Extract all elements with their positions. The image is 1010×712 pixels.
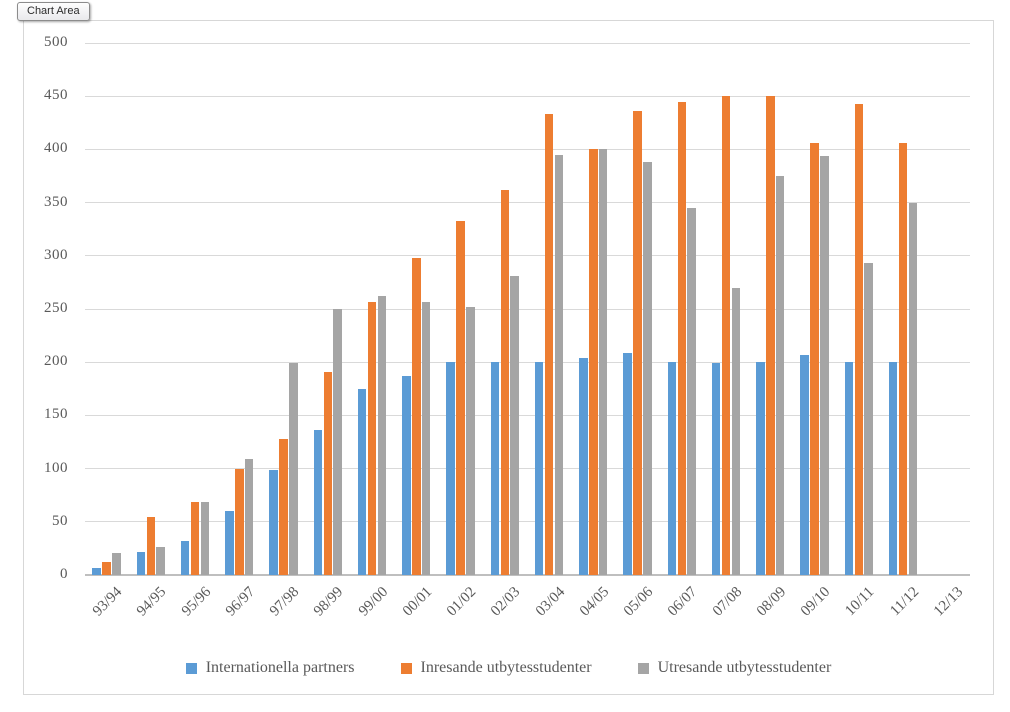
legend-marker-icon — [400, 662, 412, 674]
bar-inresande-utbytesstudenter-06-07[interactable] — [677, 101, 687, 575]
gridline — [85, 42, 970, 44]
y-tick-label: 350 — [44, 193, 68, 210]
y-tick-label: 250 — [44, 300, 68, 316]
bar-internationella-partners-93-94[interactable] — [92, 567, 101, 575]
bar-internationella-partners-06-07[interactable] — [667, 362, 677, 575]
gridline — [85, 148, 970, 150]
bar-utresande-utbytesstudenter-98-99[interactable] — [333, 309, 342, 575]
legend-label: Inresande utbytesstudenter — [420, 659, 592, 676]
legend[interactable]: Internationella partners Inresande utbyte… — [23, 659, 994, 677]
legend-item-internationella-partners[interactable]: Internationella partners — [185, 659, 355, 677]
bar-inresande-utbytesstudenter-10-11[interactable] — [854, 103, 864, 575]
bar-utresande-utbytesstudenter-96-97[interactable] — [244, 459, 254, 575]
bar-inresande-utbytesstudenter-05-06[interactable] — [633, 111, 642, 575]
bar-internationella-partners-98-99[interactable] — [313, 430, 323, 575]
gridline — [85, 255, 970, 257]
y-tick-label: 300 — [44, 246, 68, 263]
legend-item-inresande-utbytesstudenter[interactable]: Inresande utbytesstudenter — [400, 659, 592, 677]
bar-utresande-utbytesstudenter-97-98[interactable] — [289, 363, 298, 575]
bar-internationella-partners-02-03[interactable] — [490, 362, 500, 575]
bar-internationella-partners-00-01[interactable] — [402, 376, 411, 575]
bar-utresande-utbytesstudenter-00-01[interactable] — [421, 301, 431, 575]
legend-label: Internationella partners — [205, 659, 355, 676]
bar-inresande-utbytesstudenter-01-02[interactable] — [456, 220, 465, 575]
bar-inresande-utbytesstudenter-02-03[interactable] — [500, 189, 510, 575]
bar-internationella-partners-08-09[interactable] — [756, 362, 765, 575]
bar-internationella-partners-97-98[interactable] — [269, 469, 278, 575]
bar-internationella-partners-94-95[interactable] — [136, 551, 146, 575]
bar-utresande-utbytesstudenter-08-09[interactable] — [775, 176, 785, 575]
bar-internationella-partners-03-04[interactable] — [534, 362, 544, 575]
bar-utresande-utbytesstudenter-93-94[interactable] — [112, 552, 121, 575]
bar-utresande-utbytesstudenter-09-10[interactable] — [820, 155, 829, 575]
bar-inresande-utbytesstudenter-09-10[interactable] — [810, 143, 819, 575]
bar-internationella-partners-09-10[interactable] — [800, 354, 809, 575]
bar-utresande-utbytesstudenter-02-03[interactable] — [510, 276, 519, 575]
bar-internationella-partners-10-11[interactable] — [844, 362, 854, 575]
bar-utresande-utbytesstudenter-01-02[interactable] — [466, 306, 475, 575]
bar-utresande-utbytesstudenter-05-06[interactable] — [643, 162, 652, 575]
gridline — [85, 521, 970, 523]
bar-inresande-utbytesstudenter-07-08[interactable] — [721, 96, 731, 575]
y-tick-label: 500 — [44, 34, 68, 50]
bar-utresande-utbytesstudenter-03-04[interactable] — [554, 154, 564, 575]
y-tick-label: 200 — [44, 353, 68, 370]
bar-utresande-utbytesstudenter-10-11[interactable] — [864, 263, 873, 575]
bar-internationella-partners-07-08[interactable] — [711, 363, 721, 575]
bar-internationella-partners-01-02[interactable] — [446, 362, 455, 575]
legend-marker-icon — [185, 662, 197, 674]
bar-utresande-utbytesstudenter-11-12[interactable] — [908, 202, 918, 575]
bar-inresande-utbytesstudenter-04-05[interactable] — [589, 149, 598, 575]
bar-inresande-utbytesstudenter-96-97[interactable] — [235, 468, 244, 575]
legend-label: Utresande utbytesstudenter — [657, 659, 832, 676]
bar-inresande-utbytesstudenter-03-04[interactable] — [544, 114, 554, 575]
bar-internationella-partners-95-96[interactable] — [180, 541, 190, 575]
bar-utresande-utbytesstudenter-94-95[interactable] — [156, 547, 165, 575]
y-tick-label: 150 — [44, 406, 68, 423]
bar-internationella-partners-04-05[interactable] — [579, 357, 588, 575]
y-tick-label: 400 — [44, 140, 68, 157]
bar-inresande-utbytesstudenter-94-95[interactable] — [146, 516, 156, 575]
gridline — [85, 308, 970, 310]
legend-item-utresande-utbytesstudenter[interactable]: Utresande utbytesstudenter — [637, 659, 832, 677]
chart-area-tooltip: Chart Area — [17, 2, 90, 21]
bar-inresande-utbytesstudenter-08-09[interactable] — [766, 96, 775, 575]
x-axis-line — [85, 574, 970, 576]
y-tick-label: 0 — [60, 566, 68, 582]
gridline — [85, 468, 970, 470]
y-tick-label: 100 — [44, 459, 68, 476]
bar-internationella-partners-99-00[interactable] — [357, 388, 367, 575]
bar-inresande-utbytesstudenter-00-01[interactable] — [412, 257, 421, 575]
gridline — [85, 361, 970, 363]
y-tick-label: 450 — [44, 87, 68, 104]
gridline — [85, 414, 970, 416]
gridline — [85, 95, 970, 97]
bar-inresande-utbytesstudenter-98-99[interactable] — [323, 371, 333, 575]
bar-internationella-partners-11-12[interactable] — [888, 362, 898, 575]
bar-utresande-utbytesstudenter-99-00[interactable] — [377, 296, 387, 575]
legend-marker-icon — [637, 662, 649, 674]
bar-inresande-utbytesstudenter-97-98[interactable] — [279, 438, 288, 575]
bar-inresande-utbytesstudenter-11-12[interactable] — [898, 143, 908, 575]
gridline — [85, 202, 970, 204]
bar-utresande-utbytesstudenter-95-96[interactable] — [200, 501, 210, 575]
bar-internationella-partners-05-06[interactable] — [623, 352, 632, 575]
bar-internationella-partners-96-97[interactable] — [225, 511, 234, 575]
bar-inresande-utbytesstudenter-95-96[interactable] — [190, 501, 200, 575]
bar-inresande-utbytesstudenter-93-94[interactable] — [102, 562, 111, 575]
bar-inresande-utbytesstudenter-99-00[interactable] — [367, 301, 377, 575]
bar-utresande-utbytesstudenter-07-08[interactable] — [731, 287, 741, 575]
bar-utresande-utbytesstudenter-06-07[interactable] — [687, 207, 696, 575]
y-tick-label: 50 — [52, 512, 68, 529]
bar-utresande-utbytesstudenter-04-05[interactable] — [598, 149, 608, 575]
